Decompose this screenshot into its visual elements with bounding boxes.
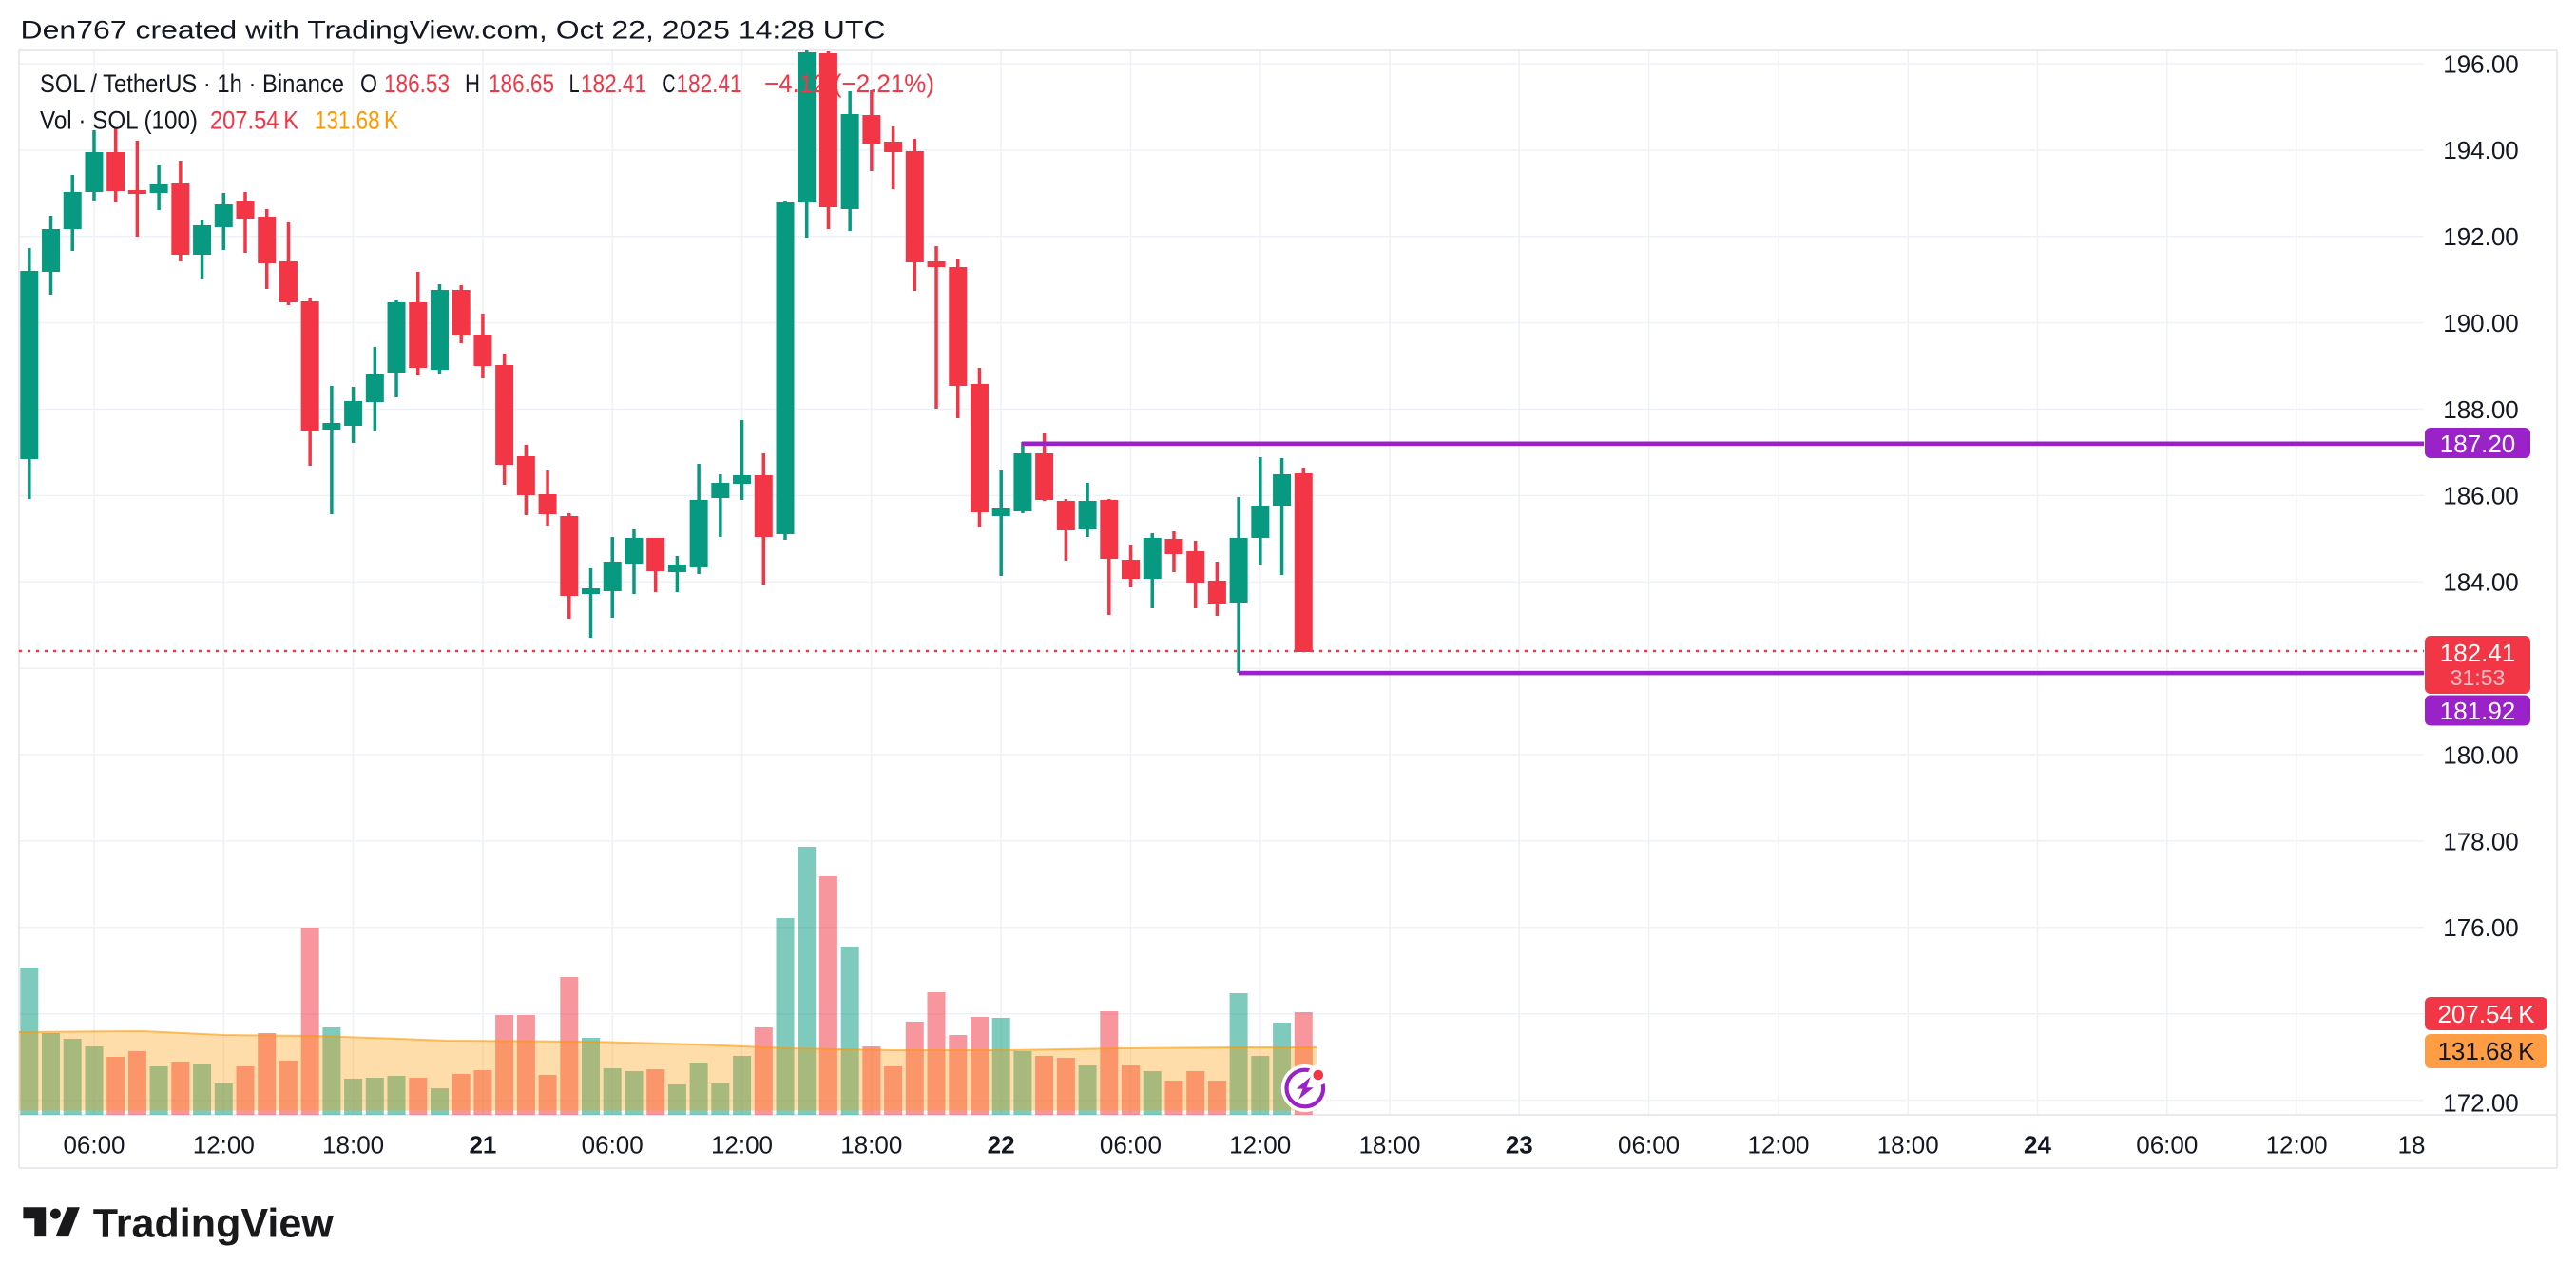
svg-text:131.68 K: 131.68 K bbox=[315, 106, 398, 135]
svg-text:06:00: 06:00 bbox=[1618, 1131, 1680, 1159]
svg-text:186.00: 186.00 bbox=[2443, 482, 2519, 510]
svg-text:06:00: 06:00 bbox=[1100, 1131, 1162, 1159]
svg-text:172.00: 172.00 bbox=[2443, 1089, 2519, 1118]
svg-text:184.00: 184.00 bbox=[2443, 568, 2519, 597]
svg-text:12:00: 12:00 bbox=[1229, 1131, 1291, 1159]
svg-text:24: 24 bbox=[2024, 1131, 2051, 1159]
svg-text:−4.12 (−2.21%): −4.12 (−2.21%) bbox=[764, 69, 934, 98]
svg-text:18:00: 18:00 bbox=[322, 1131, 384, 1159]
svg-text:18: 18 bbox=[2398, 1131, 2426, 1159]
svg-text:186.65: 186.65 bbox=[489, 69, 554, 98]
svg-text:21: 21 bbox=[469, 1131, 496, 1159]
svg-text:23: 23 bbox=[1506, 1131, 1533, 1159]
svg-text:207.54 K: 207.54 K bbox=[2437, 1000, 2535, 1028]
svg-text:192.00: 192.00 bbox=[2443, 222, 2519, 251]
svg-text:Vol · SOL (100): Vol · SOL (100) bbox=[40, 106, 198, 135]
svg-text:178.00: 178.00 bbox=[2443, 827, 2519, 855]
svg-text:207.54 K: 207.54 K bbox=[210, 106, 298, 135]
svg-text:182.41: 182.41 bbox=[677, 69, 742, 98]
svg-text:06:00: 06:00 bbox=[63, 1131, 125, 1159]
svg-text:12:00: 12:00 bbox=[193, 1131, 255, 1159]
svg-text:31:53: 31:53 bbox=[2451, 665, 2506, 690]
svg-text:180.00: 180.00 bbox=[2443, 740, 2519, 769]
svg-text:190.00: 190.00 bbox=[2443, 309, 2519, 337]
svg-text:12:00: 12:00 bbox=[1747, 1131, 1809, 1159]
svg-text:H: H bbox=[465, 69, 480, 98]
svg-text:182.41: 182.41 bbox=[2440, 639, 2516, 667]
svg-text:O: O bbox=[360, 69, 377, 98]
svg-text:187.20: 187.20 bbox=[2440, 430, 2516, 458]
svg-text:SOL / TetherUS · 1h · Binance: SOL / TetherUS · 1h · Binance bbox=[40, 69, 344, 98]
svg-text:18:00: 18:00 bbox=[1877, 1131, 1939, 1159]
svg-text:181.92: 181.92 bbox=[2440, 697, 2516, 725]
svg-text:L: L bbox=[569, 69, 580, 98]
svg-text:196.00: 196.00 bbox=[2443, 49, 2519, 78]
svg-text:131.68 K: 131.68 K bbox=[2437, 1037, 2535, 1065]
svg-text:C: C bbox=[663, 69, 675, 98]
svg-text:182.41: 182.41 bbox=[581, 69, 646, 98]
svg-text:188.00: 188.00 bbox=[2443, 395, 2519, 424]
svg-text:06:00: 06:00 bbox=[2136, 1131, 2198, 1159]
svg-text:18:00: 18:00 bbox=[1358, 1131, 1420, 1159]
svg-text:06:00: 06:00 bbox=[582, 1131, 644, 1159]
svg-text:18:00: 18:00 bbox=[840, 1131, 902, 1159]
svg-text:194.00: 194.00 bbox=[2443, 136, 2519, 164]
svg-text:186.53: 186.53 bbox=[384, 69, 450, 98]
svg-text:Den767 created with TradingVie: Den767 created with TradingView.com, Oct… bbox=[21, 16, 886, 45]
svg-text:12:00: 12:00 bbox=[2266, 1131, 2328, 1159]
svg-text:12:00: 12:00 bbox=[711, 1131, 773, 1159]
svg-text:176.00: 176.00 bbox=[2443, 913, 2519, 942]
svg-text:TradingView: TradingView bbox=[93, 1200, 335, 1246]
svg-text:22: 22 bbox=[988, 1131, 1015, 1159]
